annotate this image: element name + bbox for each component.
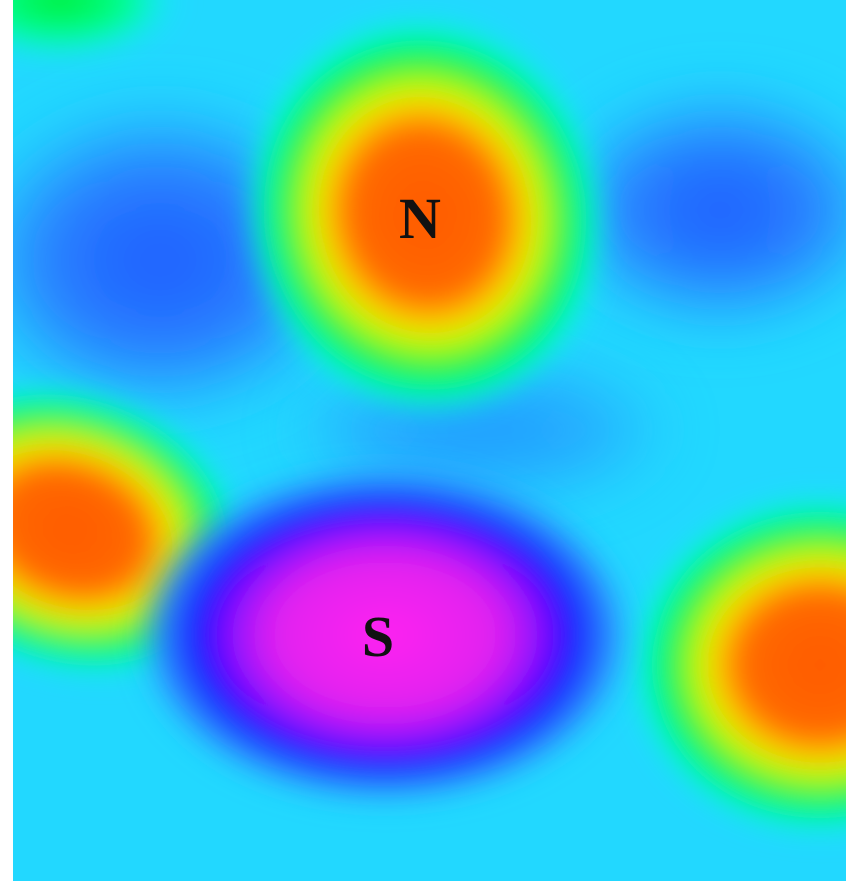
north-label: N <box>399 186 441 251</box>
south-label: S <box>362 604 394 669</box>
heatmap <box>0 0 850 881</box>
field-image: N S <box>0 0 850 881</box>
page: {"labels": {"north": "N", "south": "S"}} <box>0 0 850 881</box>
